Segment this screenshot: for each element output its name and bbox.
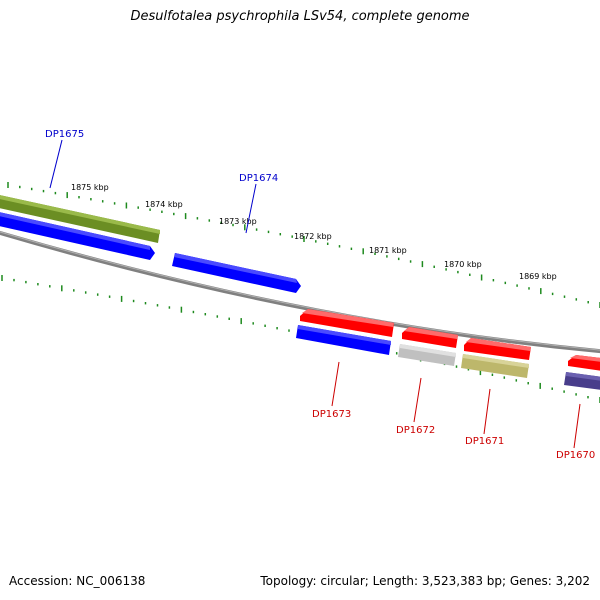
leader-line	[413, 377, 422, 423]
gene-dp1671-feature[interactable]	[461, 354, 529, 378]
gene-label-dp1675[interactable]: DP1675	[45, 129, 84, 140]
gene-leaders	[49, 139, 581, 449]
gene-dp1670-feature[interactable]	[564, 372, 600, 391]
coordinate-label: 1871 kbp	[369, 246, 407, 255]
coordinate-label: 1873 kbp	[219, 217, 257, 226]
feature-block[interactable]	[300, 309, 394, 337]
tick-track-upper	[7, 182, 600, 308]
gene-labels: DP1675 DP1674 DP1673 DP1672 DP1671 DP167…	[45, 129, 595, 461]
coordinate-label: 1869 kbp	[519, 272, 557, 281]
leader-line	[331, 361, 340, 407]
gene-dp1674-feature[interactable]	[172, 253, 301, 293]
coordinate-label: 1874 kbp	[145, 200, 183, 209]
coordinate-label: 1875 kbp	[71, 183, 109, 192]
coordinate-label: 1872 kbp	[294, 232, 332, 241]
gene-label-dp1671[interactable]: DP1671	[465, 436, 504, 447]
gene-dp1673-feature[interactable]	[296, 325, 391, 355]
backbone-line	[0, 230, 600, 354]
gene-label-dp1670[interactable]: DP1670	[556, 450, 595, 461]
genome-summary-text: Topology: circular; Length: 3,523,383 bp…	[260, 574, 590, 588]
leader-line	[573, 403, 581, 449]
backbone	[0, 230, 600, 354]
tick-track-lower	[1, 275, 600, 403]
gene-dp1675-lower-feature[interactable]	[0, 210, 155, 260]
coordinate-labels: 1875 kbp 1874 kbp 1873 kbp 1872 kbp 1871…	[71, 183, 557, 281]
gene-label-dp1674[interactable]: DP1674	[239, 173, 278, 184]
feature-block[interactable]	[402, 327, 458, 348]
feature-block[interactable]	[464, 338, 531, 360]
gene-dp1672-feature[interactable]	[398, 344, 456, 366]
gene-label-dp1673[interactable]: DP1673	[312, 409, 351, 420]
map-title: Desulfotalea psychrophila LSv54, complet…	[130, 9, 470, 24]
gene-dp1675-feature[interactable]	[0, 193, 160, 243]
accession-text: Accession: NC_006138	[9, 574, 146, 588]
feature-block[interactable]	[568, 355, 600, 372]
backbone-highlight	[0, 231, 600, 351]
leader-line	[49, 139, 63, 189]
gene-label-dp1672[interactable]: DP1672	[396, 425, 435, 436]
coordinate-label: 1870 kbp	[444, 260, 482, 269]
leader-line	[483, 388, 491, 435]
leader-line	[245, 183, 257, 234]
